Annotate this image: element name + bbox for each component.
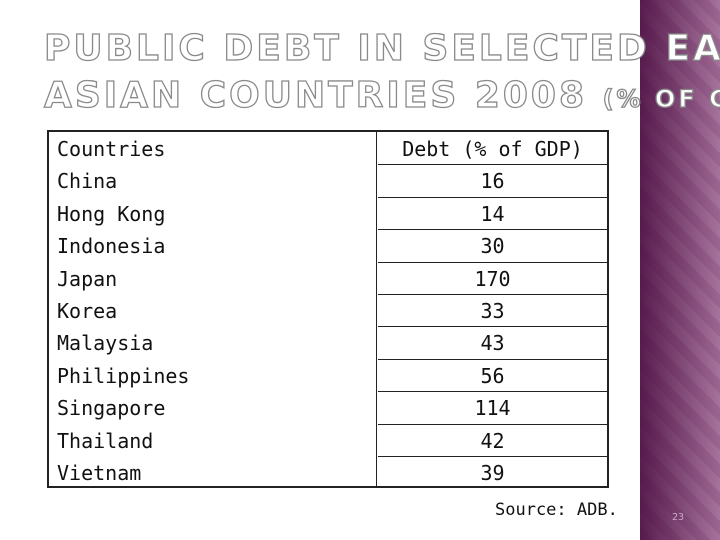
table-cell: 39	[480, 461, 505, 485]
table-cell: China	[57, 169, 118, 194]
row-line	[378, 391, 607, 393]
table-cell: 170	[474, 266, 511, 291]
row-line	[378, 358, 607, 360]
table-cell: Thailand	[57, 428, 154, 453]
table-cell: Philippines	[57, 363, 190, 388]
table-cell: 43	[480, 331, 505, 356]
header-cell: Debt (% of GDP)	[402, 137, 583, 161]
row-line	[378, 261, 607, 263]
source: Source: ADB.	[495, 500, 618, 520]
table: Countries Debt (% of GDP) China 16 Hong Kong…	[47, 130, 609, 488]
decor-band	[640, 0, 720, 540]
column-divider	[376, 132, 377, 486]
table-cell: 30	[480, 234, 505, 259]
table-cell: 114	[474, 396, 511, 421]
row-line	[378, 196, 607, 198]
table-cell: Korea	[57, 299, 118, 323]
page-number: 23	[672, 512, 685, 523]
table-cell: 33	[480, 299, 505, 323]
row-line	[378, 456, 607, 457]
row-line	[378, 164, 607, 166]
table-cell: Malaysia	[57, 331, 154, 356]
row-line	[378, 326, 607, 328]
table-cell: 42	[480, 428, 505, 453]
title-line: ASIAN COUNTRIES 2008	[43, 74, 588, 116]
table-cell: 16	[480, 169, 505, 194]
row-line	[378, 423, 607, 425]
header-cell: Countries	[57, 137, 166, 161]
table-cell: Vietnam	[57, 461, 142, 485]
table-cell: 56	[480, 363, 505, 388]
title-line: PUBLIC DEBT IN SELECTED EAST	[43, 27, 720, 69]
table-cell: 14	[480, 201, 505, 226]
row-line	[378, 229, 607, 231]
row-line	[378, 294, 607, 295]
title-suffix: (% OF GDP)	[602, 84, 720, 113]
table-cell: Singapore	[57, 396, 166, 421]
table-cell: Hong Kong	[57, 201, 166, 226]
title-line: ASIAN COUNTRIES 2008 (% OF GDP)	[43, 74, 720, 116]
table-cell: Japan	[57, 266, 118, 291]
table-cell: Indonesia	[57, 234, 166, 259]
